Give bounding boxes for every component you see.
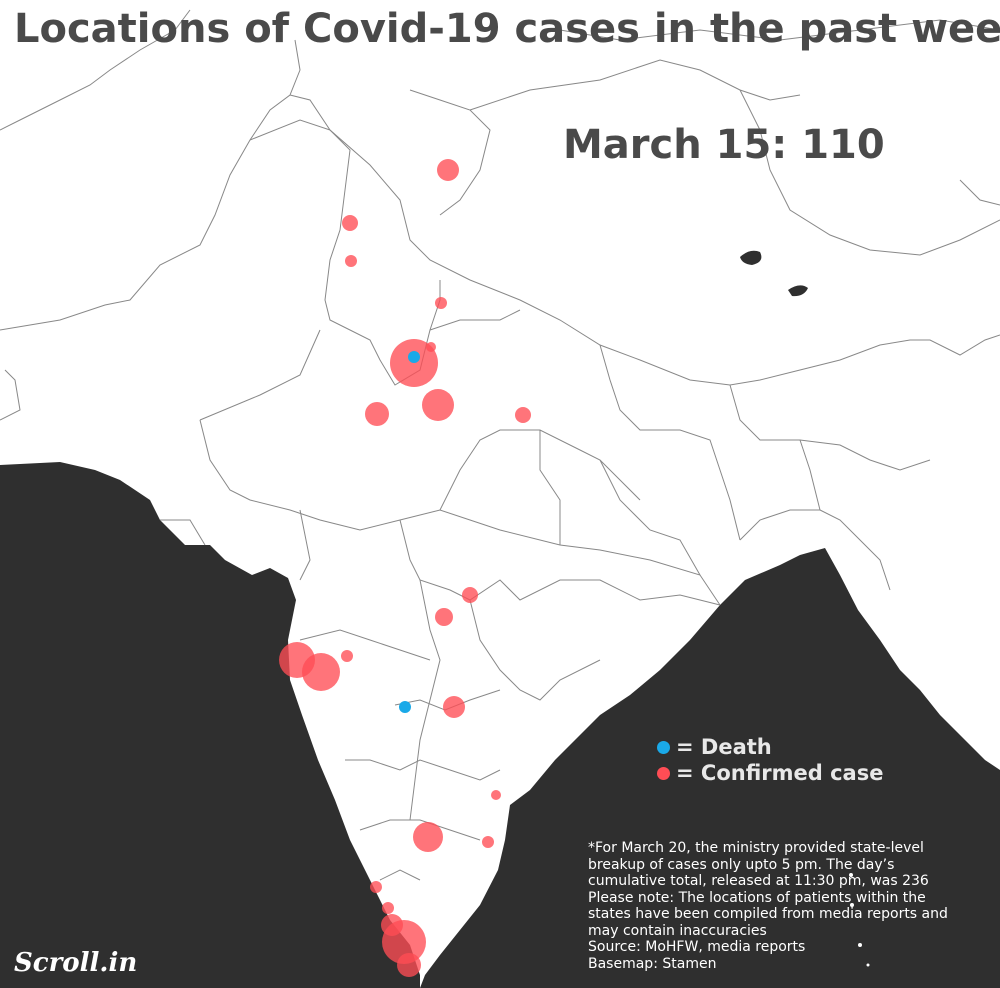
confirmed-case-marker [397, 953, 421, 977]
legend-confirmed-label: = Confirmed case [676, 761, 884, 785]
note-line: Please note: The locations of patients w… [588, 889, 926, 906]
confirmed-case-marker [462, 587, 478, 603]
confirmed-case-marker [437, 159, 459, 181]
confirmed-case-marker [426, 342, 436, 352]
lake-shape [788, 285, 808, 297]
death-marker [399, 701, 411, 713]
confirmed-case-marker [515, 407, 531, 423]
confirmed-case-marker [435, 608, 453, 626]
confirmed-case-marker [365, 402, 389, 426]
case-markers [279, 159, 531, 977]
confirmed-case-marker [382, 902, 394, 914]
confirmed-case-marker [345, 255, 357, 267]
arabian-sea [0, 462, 420, 988]
confirmed-dot-icon [657, 766, 670, 780]
confirmed-case-marker [443, 696, 465, 718]
confirmed-case-marker [435, 297, 447, 309]
date-counter: March 15: 110 [563, 122, 885, 168]
death-dot-icon [657, 740, 670, 754]
legend-item-death: = Death [657, 734, 883, 760]
legend-item-confirmed: = Confirmed case [657, 760, 883, 786]
confirmed-case-marker [342, 215, 358, 231]
confirmed-case-marker [382, 920, 426, 964]
confirmed-case-marker [370, 881, 382, 893]
legend: = Death = Confirmed case [657, 734, 883, 786]
confirmed-case-marker [422, 389, 454, 421]
footnotes: *For March 20, the ministry provided sta… [588, 840, 998, 972]
legend-death-label: = Death [676, 735, 772, 759]
confirmed-case-marker [302, 653, 340, 691]
bay-of-bengal [420, 548, 1000, 988]
note-line: breakup of cases only upto 5 pm. The day… [588, 856, 895, 873]
map-title: Locations of Covid-19 cases in the past … [14, 6, 1000, 52]
lake-shape [740, 250, 762, 265]
confirmed-case-marker [341, 650, 353, 662]
confirmed-case-marker [413, 822, 443, 852]
scroll-logo: Scroll.in [14, 948, 138, 978]
death-marker [408, 351, 420, 363]
note-line: may contain inaccuracies [588, 922, 767, 939]
note-line: Source: MoHFW, media reports [588, 939, 806, 955]
note-line: *For March 20, the ministry provided sta… [588, 840, 924, 856]
confirmed-case-marker [482, 836, 494, 848]
island-dots [849, 873, 870, 967]
note-line: cumulative total, released at 11:30 pm, … [588, 873, 929, 889]
note-line: Basemap: Stamen [588, 955, 717, 972]
note-line: states have been compiled from media rep… [588, 906, 948, 922]
confirmed-case-marker [491, 790, 501, 800]
